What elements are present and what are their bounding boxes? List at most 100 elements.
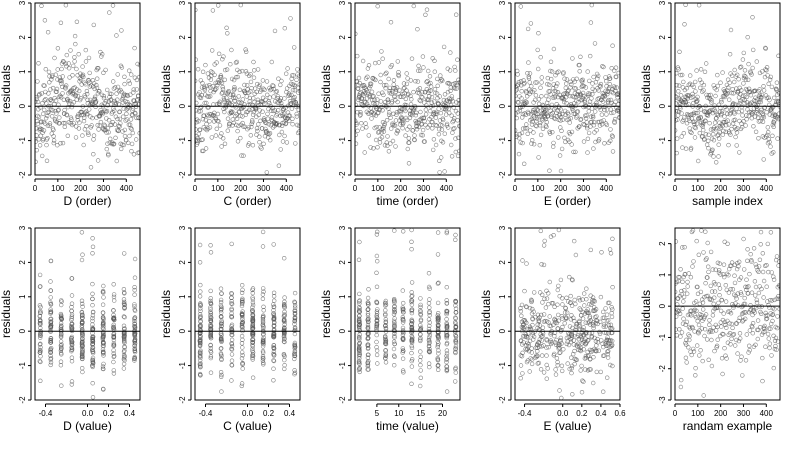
data-point xyxy=(208,69,214,74)
data-point xyxy=(39,3,44,9)
data-point xyxy=(58,141,63,146)
data-point xyxy=(770,318,775,324)
data-point xyxy=(365,336,370,342)
data-point xyxy=(137,74,140,80)
data-point xyxy=(357,366,362,371)
data-point xyxy=(292,45,297,50)
data-point xyxy=(100,350,106,355)
data-point xyxy=(368,105,374,111)
data-point xyxy=(58,95,64,100)
data-point xyxy=(43,66,48,72)
data-point xyxy=(608,251,614,256)
data-point xyxy=(728,132,733,137)
data-point xyxy=(528,89,533,94)
data-point xyxy=(383,338,389,343)
data-point xyxy=(132,304,137,309)
data-point xyxy=(605,349,610,354)
data-point xyxy=(392,322,397,327)
data-point xyxy=(355,53,360,59)
data-point xyxy=(395,128,400,133)
data-point xyxy=(54,119,59,125)
data-point xyxy=(104,146,110,152)
data-point xyxy=(374,352,380,358)
data-point xyxy=(688,275,694,280)
data-point xyxy=(231,87,237,93)
data-point xyxy=(453,237,458,243)
data-point xyxy=(575,341,581,346)
data-point xyxy=(90,251,95,256)
data-point xyxy=(717,293,722,298)
data-point xyxy=(686,116,692,121)
data-point xyxy=(38,359,43,365)
data-point xyxy=(736,338,742,344)
data-point xyxy=(42,18,48,23)
data-point xyxy=(65,133,71,139)
data-point xyxy=(260,95,266,101)
data-point xyxy=(239,383,245,389)
data-point xyxy=(79,320,85,326)
data-point xyxy=(69,308,74,314)
data-point xyxy=(442,92,448,97)
data-point xyxy=(292,372,297,377)
data-point xyxy=(79,257,85,263)
data-point xyxy=(90,339,96,344)
data-point xyxy=(410,319,415,324)
data-point xyxy=(748,110,754,115)
data-point xyxy=(121,142,127,148)
data-point xyxy=(356,323,362,328)
data-point xyxy=(57,75,62,80)
data-point xyxy=(195,108,199,113)
data-point xyxy=(116,128,121,133)
data-point xyxy=(564,310,570,315)
data-point xyxy=(548,338,553,343)
data-point xyxy=(401,86,406,91)
data-point xyxy=(91,152,96,157)
data-point xyxy=(37,342,43,347)
data-point xyxy=(680,321,686,326)
data-point xyxy=(73,41,78,47)
x-tick-label: 300 xyxy=(737,184,751,193)
data-point xyxy=(121,352,127,358)
data-point xyxy=(87,80,92,85)
data-point xyxy=(67,98,73,104)
data-point xyxy=(705,264,711,269)
data-point xyxy=(718,272,723,277)
data-point xyxy=(544,296,550,301)
data-point xyxy=(383,308,388,313)
data-point xyxy=(38,325,43,331)
x-tick-label: 300 xyxy=(97,184,111,193)
data-point xyxy=(374,270,379,275)
data-point xyxy=(524,359,530,365)
data-point xyxy=(98,119,104,125)
data-point xyxy=(769,353,774,358)
data-point xyxy=(58,20,64,25)
data-point xyxy=(456,98,460,103)
data-point xyxy=(762,105,767,110)
data-point xyxy=(117,124,122,129)
data-point xyxy=(90,296,95,302)
x-tick-label: 100 xyxy=(531,184,545,193)
data-point xyxy=(413,78,418,84)
data-point xyxy=(288,16,293,21)
data-point xyxy=(198,303,203,308)
data-point xyxy=(750,47,756,53)
data-point xyxy=(287,113,292,119)
data-point xyxy=(577,318,582,324)
data-point xyxy=(243,69,249,74)
data-point xyxy=(66,61,71,66)
x-tick-label: -0.4 xyxy=(518,409,532,418)
data-point xyxy=(401,120,406,125)
y-tick-label: 3 xyxy=(498,225,507,230)
data-point xyxy=(72,33,78,39)
data-point xyxy=(102,100,107,106)
data-point xyxy=(693,366,698,371)
data-point xyxy=(41,107,47,113)
data-point xyxy=(52,95,57,101)
x-tick-label: 200 xyxy=(714,184,728,193)
data-point xyxy=(394,112,399,117)
data-point xyxy=(543,305,549,310)
data-point xyxy=(204,83,210,89)
data-point xyxy=(229,241,234,247)
x-tick-label: 0.0 xyxy=(557,409,569,418)
